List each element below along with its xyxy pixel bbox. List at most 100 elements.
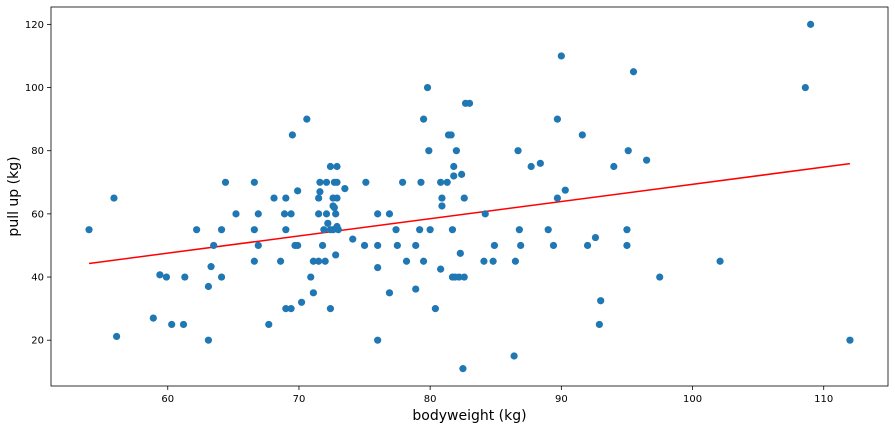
data-point bbox=[322, 178, 331, 186]
data-point bbox=[511, 257, 520, 265]
data-point bbox=[374, 263, 382, 272]
data-point bbox=[416, 226, 424, 234]
data-point bbox=[112, 332, 121, 341]
data-point bbox=[168, 320, 176, 329]
data-point bbox=[316, 178, 324, 186]
y-tick-label: 120 bbox=[25, 20, 44, 31]
y-tick-label: 60 bbox=[31, 209, 44, 220]
data-point bbox=[303, 115, 311, 123]
x-ticks: 60 70 80 90 100 110 bbox=[161, 386, 833, 405]
data-point bbox=[460, 273, 468, 281]
data-point bbox=[315, 257, 323, 265]
data-point bbox=[438, 202, 446, 210]
data-point bbox=[448, 226, 457, 234]
data-point bbox=[458, 170, 466, 178]
data-point bbox=[322, 210, 331, 218]
data-point bbox=[333, 194, 341, 202]
data-point bbox=[204, 336, 213, 344]
data-point bbox=[447, 131, 455, 139]
data-point bbox=[443, 178, 451, 186]
data-point bbox=[333, 162, 341, 171]
data-point bbox=[417, 178, 425, 186]
data-point bbox=[460, 194, 468, 202]
data-point bbox=[597, 297, 605, 305]
data-point bbox=[156, 271, 164, 279]
data-point bbox=[438, 194, 446, 202]
data-point bbox=[481, 210, 489, 218]
data-point bbox=[265, 320, 273, 329]
data-point bbox=[643, 156, 651, 164]
data-point bbox=[318, 241, 327, 250]
data-point bbox=[544, 226, 552, 234]
data-point bbox=[623, 226, 631, 234]
y-tick-label: 40 bbox=[31, 273, 44, 284]
data-point bbox=[270, 194, 278, 202]
data-point bbox=[110, 194, 118, 202]
y-tick-label: 80 bbox=[31, 146, 44, 157]
data-point bbox=[362, 178, 370, 186]
data-point bbox=[624, 147, 632, 155]
y-ticks: 20 40 60 80 100 120 bbox=[25, 20, 51, 347]
data-point bbox=[437, 178, 445, 186]
data-point bbox=[561, 186, 569, 194]
data-point bbox=[250, 178, 258, 186]
x-tick-label: 110 bbox=[814, 394, 833, 405]
data-point bbox=[456, 249, 464, 257]
data-point bbox=[490, 241, 499, 250]
data-point bbox=[423, 83, 432, 92]
data-point bbox=[716, 257, 724, 265]
data-point bbox=[385, 210, 394, 218]
data-point bbox=[374, 210, 382, 218]
data-point bbox=[332, 210, 340, 218]
data-point bbox=[309, 257, 317, 265]
data-point bbox=[623, 241, 631, 250]
data-point bbox=[553, 115, 561, 123]
data-point bbox=[515, 226, 523, 234]
data-point bbox=[392, 226, 400, 234]
data-point bbox=[326, 162, 335, 171]
data-point bbox=[85, 226, 93, 234]
data-point bbox=[557, 52, 565, 60]
data-point bbox=[315, 194, 323, 202]
data-point bbox=[455, 273, 463, 281]
y-axis-label: pull up (kg) bbox=[6, 156, 22, 236]
x-tick-label: 90 bbox=[555, 394, 568, 405]
data-point bbox=[330, 203, 338, 212]
data-point bbox=[629, 68, 638, 76]
data-point bbox=[149, 314, 157, 322]
data-point bbox=[450, 172, 458, 180]
data-point bbox=[595, 320, 603, 329]
data-point bbox=[374, 241, 382, 250]
data-point bbox=[282, 226, 290, 234]
data-point bbox=[288, 131, 296, 139]
data-point bbox=[846, 336, 854, 344]
data-point bbox=[282, 305, 290, 313]
y-tick-label: 20 bbox=[31, 336, 44, 347]
data-point bbox=[553, 194, 561, 202]
data-point bbox=[332, 251, 340, 259]
data-point bbox=[287, 210, 295, 218]
data-point bbox=[425, 147, 433, 155]
data-point bbox=[315, 210, 323, 218]
data-point bbox=[489, 257, 497, 265]
data-point bbox=[250, 226, 258, 234]
data-point bbox=[207, 263, 215, 271]
data-point bbox=[385, 289, 394, 297]
data-point bbox=[210, 241, 218, 250]
data-point bbox=[254, 210, 262, 218]
data-point bbox=[801, 83, 809, 92]
data-point bbox=[465, 99, 474, 107]
data-point bbox=[326, 305, 335, 313]
data-point bbox=[232, 210, 240, 218]
data-point bbox=[459, 365, 467, 373]
plot-frame bbox=[50, 6, 889, 387]
data-point bbox=[316, 188, 324, 196]
data-point bbox=[426, 226, 434, 234]
data-point bbox=[402, 257, 411, 265]
y-tick-label: 100 bbox=[25, 83, 44, 94]
data-point bbox=[806, 20, 815, 28]
data-point bbox=[204, 282, 213, 291]
x-tick-label: 70 bbox=[293, 394, 306, 405]
data-point bbox=[374, 336, 382, 344]
x-axis-label: bodyweight (kg) bbox=[412, 408, 526, 424]
